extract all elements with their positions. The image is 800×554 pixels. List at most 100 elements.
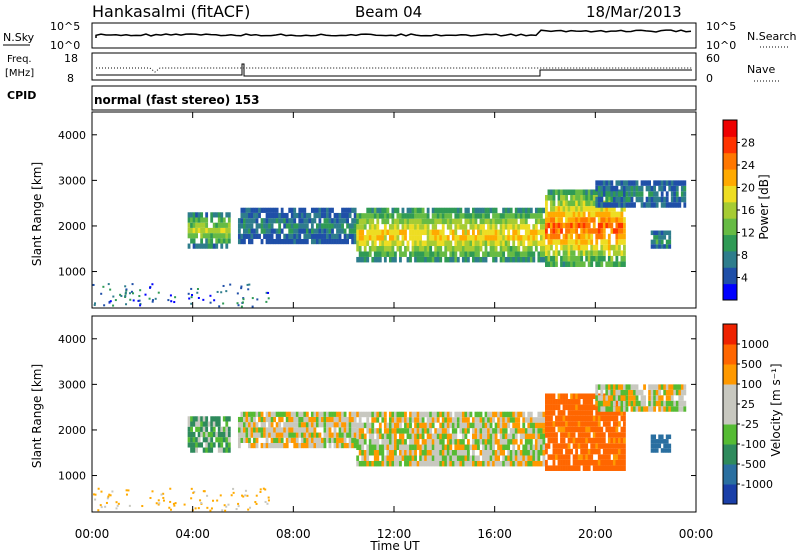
power-echo-cell bbox=[602, 180, 606, 186]
velocity-echo-cell bbox=[343, 437, 347, 443]
velocity-echo-cell bbox=[366, 411, 370, 418]
power-echo-cell bbox=[484, 207, 488, 214]
velocity-echo-cell bbox=[263, 442, 266, 449]
velocity-echo-cell bbox=[336, 411, 339, 417]
power-echo-cell bbox=[446, 207, 450, 214]
power-echo-cell bbox=[555, 239, 558, 245]
power-echo-cell bbox=[633, 202, 636, 208]
velocity-echo-cell bbox=[356, 439, 360, 445]
velocity-echo-cell bbox=[504, 411, 508, 418]
power-echo-cell bbox=[409, 256, 412, 263]
power-echo-cell bbox=[623, 191, 626, 197]
velocity-echo-cell bbox=[248, 427, 251, 433]
power-echo-cell bbox=[555, 255, 558, 262]
power-echo-cell bbox=[396, 229, 400, 236]
velocity-echo-cell bbox=[464, 450, 468, 456]
power-echo-cell bbox=[585, 250, 589, 256]
velocity-echo-cell bbox=[607, 459, 611, 466]
velocity-echo-cell bbox=[275, 442, 279, 449]
velocity-echo-cell bbox=[472, 417, 475, 423]
velocity-echo-cell bbox=[499, 444, 503, 451]
velocity-echo-cell bbox=[469, 460, 473, 467]
velocity-echo-cell bbox=[456, 460, 460, 467]
power-colorbar-segment bbox=[723, 185, 737, 203]
velocity-echo-cell bbox=[333, 411, 337, 417]
velocity-echo-cell bbox=[436, 450, 440, 456]
power-echo-cell bbox=[524, 235, 528, 241]
power-echo-cell bbox=[668, 202, 672, 208]
velocity-echo-cell bbox=[577, 415, 581, 422]
velocity-echo-cell bbox=[517, 417, 521, 423]
velocity-echo-cell bbox=[474, 422, 478, 429]
power-echo-cell bbox=[263, 223, 266, 229]
power-echo-cell bbox=[585, 255, 589, 262]
velocity-speckle bbox=[105, 501, 108, 504]
power-echo-cell bbox=[658, 196, 662, 203]
power-echo-cell bbox=[602, 233, 606, 240]
velocity-echo-cell bbox=[580, 426, 584, 433]
velocity-echo-cell bbox=[353, 432, 357, 438]
velocity-echo-cell bbox=[567, 426, 571, 433]
power-echo-cell bbox=[378, 251, 382, 257]
power-echo-cell bbox=[557, 189, 561, 196]
power-echo-cell bbox=[190, 238, 193, 244]
velocity-echo-cell bbox=[411, 460, 415, 467]
velocity-echo-cell bbox=[582, 393, 586, 400]
velocity-echo-cell bbox=[288, 411, 292, 417]
velocity-echo-cell bbox=[537, 428, 541, 434]
power-echo-cell bbox=[376, 229, 380, 236]
velocity-echo-cell bbox=[620, 426, 624, 433]
power-echo-cell bbox=[524, 218, 528, 225]
power-echo-cell bbox=[482, 213, 485, 219]
power-echo-cell bbox=[617, 191, 621, 197]
velocity-speckle bbox=[219, 494, 222, 497]
velocity-echo-cell bbox=[419, 455, 422, 461]
power-echo-cell bbox=[555, 250, 558, 256]
power-echo-cell bbox=[356, 256, 360, 263]
power-echo-cell bbox=[220, 238, 224, 244]
velocity-echo-cell bbox=[466, 444, 470, 451]
power-echo-cell bbox=[416, 224, 420, 230]
velocity-echo-cell bbox=[565, 399, 568, 405]
power-echo-cell bbox=[351, 228, 355, 234]
velocity-echo-cell bbox=[567, 465, 571, 471]
power-echo-cell bbox=[575, 255, 579, 262]
velocity-echo-cell bbox=[678, 395, 682, 401]
velocity-echo-cell bbox=[607, 454, 611, 460]
power-speckle bbox=[93, 303, 96, 306]
velocity-echo-cell bbox=[260, 411, 264, 417]
power-echo-cell bbox=[565, 228, 568, 234]
power-echo-cell bbox=[550, 255, 553, 262]
power-echo-cell bbox=[371, 240, 375, 247]
power-y-tick-label: 4000 bbox=[58, 129, 86, 142]
velocity-echo-cell bbox=[482, 428, 485, 434]
power-echo-cell bbox=[587, 250, 591, 256]
power-echo-cell bbox=[562, 189, 566, 196]
power-echo-cell bbox=[318, 228, 322, 234]
power-echo-cell bbox=[522, 224, 526, 230]
velocity-echo-cell bbox=[192, 447, 196, 453]
power-echo-cell bbox=[434, 218, 438, 225]
velocity-echo-cell bbox=[461, 422, 465, 429]
power-echo-cell bbox=[620, 196, 624, 203]
power-echo-cell bbox=[512, 240, 516, 247]
velocity-echo-cell bbox=[331, 416, 334, 423]
velocity-echo-cell bbox=[600, 389, 604, 396]
velocity-echo-cell bbox=[650, 448, 654, 453]
power-echo-cell bbox=[373, 235, 377, 241]
power-echo-cell bbox=[502, 218, 506, 225]
velocity-echo-cell bbox=[638, 406, 641, 412]
velocity-echo-cell bbox=[245, 411, 249, 417]
velocity-echo-cell bbox=[250, 442, 254, 449]
velocity-echo-cell bbox=[466, 422, 470, 429]
velocity-echo-cell bbox=[426, 428, 430, 434]
power-echo-cell bbox=[391, 256, 395, 263]
power-echo-cell bbox=[245, 228, 249, 234]
velocity-echo-cell bbox=[550, 421, 553, 427]
power-echo-cell bbox=[630, 180, 634, 186]
velocity-echo-cell bbox=[210, 421, 214, 427]
velocity-echo-cell bbox=[283, 427, 287, 433]
velocity-echo-cell bbox=[414, 433, 417, 440]
power-echo-cell bbox=[459, 224, 463, 230]
power-echo-cell bbox=[243, 228, 246, 234]
